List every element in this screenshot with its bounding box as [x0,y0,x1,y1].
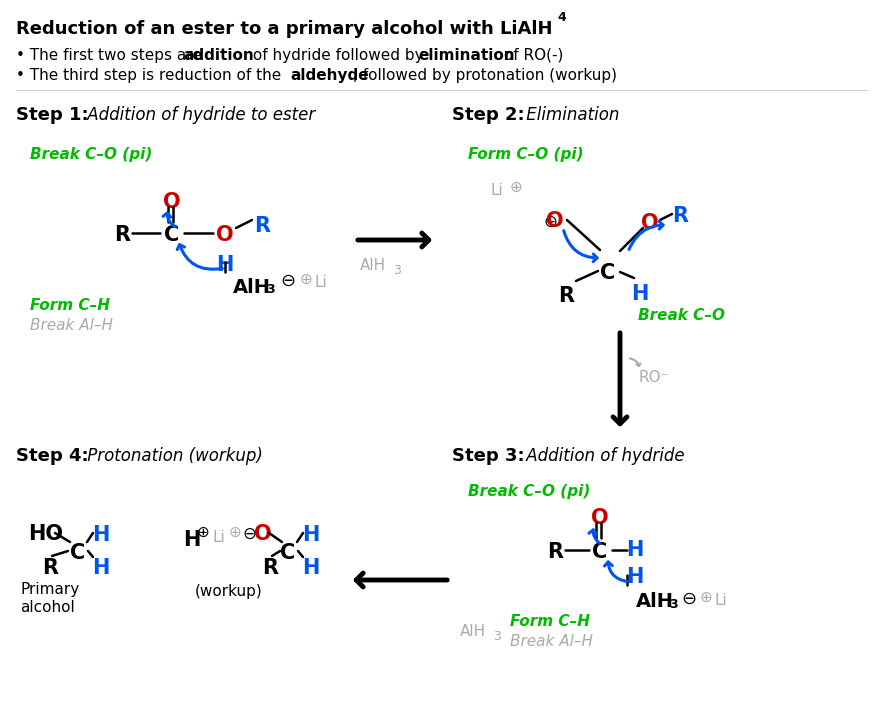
Text: Break C–O (pi): Break C–O (pi) [468,484,591,499]
Text: AlH: AlH [233,278,271,297]
Text: alcohol: alcohol [20,600,75,615]
Text: C: C [164,225,179,245]
Text: R: R [114,225,130,245]
Text: H: H [631,284,649,304]
Text: Li: Li [490,183,503,198]
Text: AlH: AlH [636,592,674,611]
Text: Addition of hydride to ester: Addition of hydride to ester [82,106,316,124]
Text: RO⁻: RO⁻ [638,370,668,385]
Text: H: H [626,540,644,560]
Text: 4: 4 [557,11,566,24]
Text: 3: 3 [393,264,400,277]
Text: Form C–O (pi): Form C–O (pi) [468,147,583,162]
Text: H: H [302,525,319,545]
Text: elimination: elimination [418,48,514,63]
Text: Step 4:: Step 4: [16,447,88,465]
Text: ⊖: ⊖ [280,272,295,290]
Text: R: R [42,558,58,578]
Text: Step 2:: Step 2: [452,106,524,124]
Text: Step 3:: Step 3: [452,447,524,465]
Text: H: H [626,567,644,587]
Text: ⊕: ⊕ [197,525,210,540]
Text: Elimination: Elimination [521,106,620,124]
Text: , followed by protonation (workup): , followed by protonation (workup) [353,68,617,83]
Text: C: C [600,263,615,283]
Text: O: O [217,225,233,245]
Text: H: H [302,558,319,578]
Text: ⊕: ⊕ [229,525,241,540]
Text: Protonation (workup): Protonation (workup) [82,447,263,465]
Text: ⊕: ⊕ [300,272,313,287]
Text: Li: Li [213,530,225,545]
Text: addition: addition [183,48,254,63]
Text: H: H [183,530,201,550]
Text: 3: 3 [493,630,501,643]
Text: ⊕: ⊕ [700,590,713,605]
Text: C: C [280,543,295,563]
Text: H: H [217,255,233,275]
Text: Li: Li [315,275,328,290]
Text: C: C [71,543,86,563]
Text: Addition of hydride: Addition of hydride [521,447,684,465]
Text: Form C–H: Form C–H [30,298,110,313]
Text: of RO(-): of RO(-) [499,48,563,63]
Text: R: R [254,216,270,236]
Text: O: O [546,211,564,231]
Text: Reduction of an ester to a primary alcohol with LiAlH: Reduction of an ester to a primary alcoh… [16,20,552,38]
Text: HO: HO [28,524,63,544]
Text: 3: 3 [266,283,275,296]
Text: O: O [591,508,609,528]
Text: R: R [547,542,563,562]
Text: O: O [641,213,659,233]
Text: C: C [592,542,607,562]
Text: AlH: AlH [360,258,386,273]
Text: 3: 3 [669,598,678,611]
Text: H: H [92,558,110,578]
Text: of hydride followed by: of hydride followed by [248,48,429,63]
Text: (workup): (workup) [195,584,263,599]
Text: H: H [92,525,110,545]
Text: R: R [672,206,688,226]
Text: Form C–H: Form C–H [510,614,590,629]
Text: R: R [262,558,278,578]
Text: Primary: Primary [20,582,80,597]
Text: ⊖: ⊖ [242,525,255,543]
Text: Break Al–H: Break Al–H [30,318,113,333]
Text: • The first two steps are: • The first two steps are [16,48,207,63]
Text: O: O [254,524,271,544]
Text: Li: Li [715,593,728,608]
Text: Break Al–H: Break Al–H [510,634,593,649]
Text: ⊖: ⊖ [543,213,557,231]
Text: ⊖: ⊖ [681,590,696,608]
Text: Break C–O (pi): Break C–O (pi) [30,147,152,162]
Text: O: O [164,192,181,212]
Text: ⊕: ⊕ [510,180,522,195]
Text: aldehyde: aldehyde [290,68,369,83]
Text: • The third step is reduction of the: • The third step is reduction of the [16,68,286,83]
Text: Step 1:: Step 1: [16,106,88,124]
Text: AlH: AlH [460,624,486,639]
Text: Break C–O: Break C–O [638,308,725,323]
Text: R: R [558,286,574,306]
